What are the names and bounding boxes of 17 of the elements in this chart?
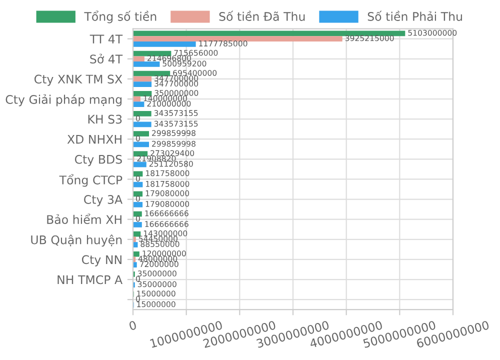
y-tick-label: Sở 4T xyxy=(90,54,123,64)
y-tick-label: Cty Giải pháp mạng xyxy=(6,94,122,106)
y-tick-label: Cty BDS xyxy=(74,154,122,166)
y-tick-label: Tổng CTCP xyxy=(59,174,122,187)
y-tick-label: Cty NN xyxy=(82,255,122,266)
legend-label: Số tiền Phải Thu xyxy=(368,10,462,21)
y-tick-label: NH TMCP A xyxy=(58,275,122,284)
y-tick-label: UB Quận huyện xyxy=(31,234,122,247)
legend-label: Tổng số tiền xyxy=(84,10,156,24)
y-tick-label: XD NHXH xyxy=(67,134,122,144)
y-tick-label: Bảo hiểm XH xyxy=(47,214,122,224)
y-tick-label: KH S3 xyxy=(88,114,122,124)
legend-label: Số tiền Đã Thu xyxy=(219,10,305,21)
y-tick-label: Cty 3A xyxy=(84,195,122,206)
y-tick-label: TT 4T xyxy=(90,34,123,44)
y-tick-label: Cty XNK TM SX xyxy=(34,74,122,86)
x-tick-label: 0 xyxy=(128,320,137,331)
